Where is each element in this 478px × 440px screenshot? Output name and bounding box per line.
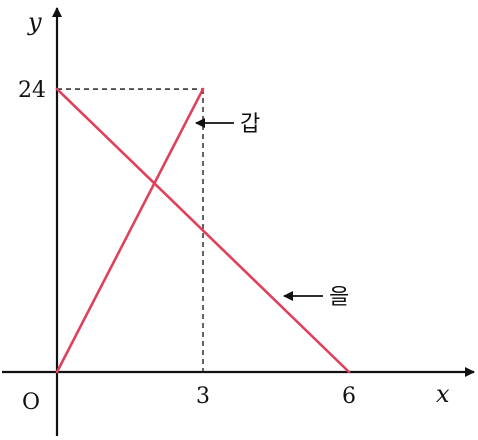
origin-label: O <box>22 390 40 415</box>
annotation-label-eul: 을 <box>329 285 349 310</box>
x-tick-label: 6 <box>342 384 356 409</box>
series-line-eul <box>55 87 351 374</box>
y-axis-label: y <box>27 8 42 36</box>
annotation-label-gap: 갑 <box>240 112 260 137</box>
y-tick-label: 24 <box>18 78 46 103</box>
series-line-gap <box>55 87 205 374</box>
x-tick-label: 3 <box>196 384 210 409</box>
x-axis-label: x <box>436 380 450 408</box>
